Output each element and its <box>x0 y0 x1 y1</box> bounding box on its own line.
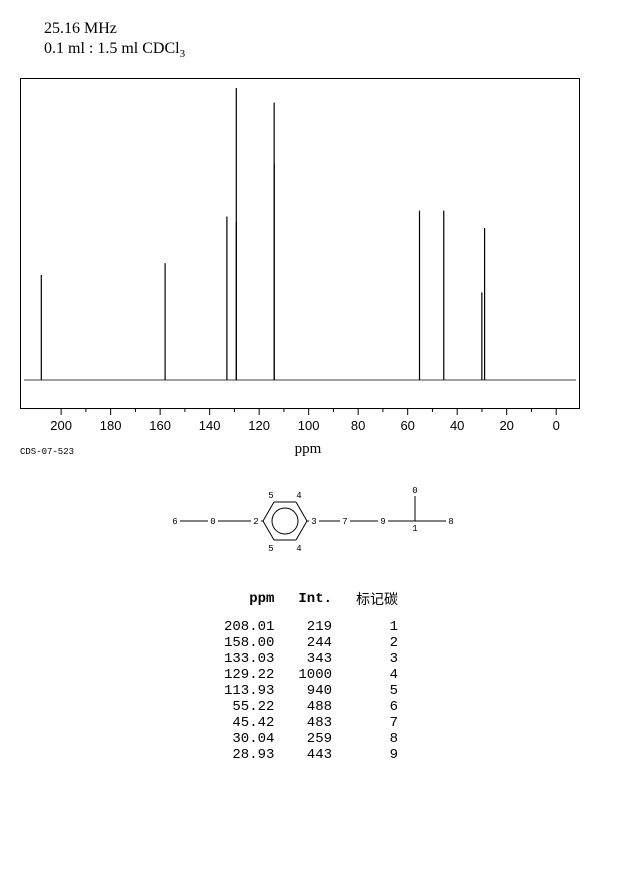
svg-text:9: 9 <box>380 517 385 527</box>
table-cell: 343 <box>286 651 344 667</box>
table-cell: 1000 <box>286 667 344 683</box>
table-cell: 8 <box>344 731 410 747</box>
solvent-prefix: 0.1 ml : 1.5 ml CDCl <box>44 40 180 57</box>
table-cell: 483 <box>286 715 344 731</box>
svg-text:120: 120 <box>248 418 270 433</box>
table-header: 标记碳 <box>344 587 410 619</box>
table-cell: 55.22 <box>212 699 286 715</box>
svg-text:5: 5 <box>268 544 273 554</box>
spectrum-svg: 200180160140120100806040200 <box>20 70 580 436</box>
table-cell: 244 <box>286 635 344 651</box>
table-body: 208.012191158.002442133.033433129.221000… <box>212 619 410 763</box>
table-cell: 259 <box>286 731 344 747</box>
table-cell: 2 <box>344 635 410 651</box>
table-cell: 208.01 <box>212 619 286 635</box>
table-cell: 9 <box>344 747 410 763</box>
peak-table: ppmInt.标记碳 208.012191158.002442133.03343… <box>212 587 410 763</box>
spectrum-chart: 200180160140120100806040200 <box>20 70 602 441</box>
svg-text:5: 5 <box>268 491 273 501</box>
svg-text:0: 0 <box>412 486 417 496</box>
svg-text:2: 2 <box>253 517 258 527</box>
solvent-text: 0.1 ml : 1.5 ml CDCl3 <box>44 40 602 60</box>
table-header: Int. <box>286 587 344 619</box>
table-cell: 133.03 <box>212 651 286 667</box>
frequency-text: 25.16 MHz <box>44 20 602 38</box>
svg-text:20: 20 <box>499 418 513 433</box>
structure-svg: 6 0 2 5 4 3 4 5 7 9 1 0 8 <box>161 478 461 564</box>
table-cell: 28.93 <box>212 747 286 763</box>
svg-text:140: 140 <box>199 418 221 433</box>
table-cell: 5 <box>344 683 410 699</box>
table-header: ppm <box>212 587 286 619</box>
svg-text:4: 4 <box>296 544 301 554</box>
table-cell: 488 <box>286 699 344 715</box>
table-cell: 30.04 <box>212 731 286 747</box>
table-cell: 940 <box>286 683 344 699</box>
table-cell: 45.42 <box>212 715 286 731</box>
solvent-subscript: 3 <box>180 48 186 60</box>
table-row: 30.042598 <box>212 731 410 747</box>
svg-text:160: 160 <box>149 418 171 433</box>
table-cell: 129.22 <box>212 667 286 683</box>
table-row: 55.224886 <box>212 699 410 715</box>
svg-text:100: 100 <box>298 418 320 433</box>
table-row: 133.033433 <box>212 651 410 667</box>
svg-text:80: 80 <box>351 418 365 433</box>
table-row: 45.424837 <box>212 715 410 731</box>
peak-table-wrap: ppmInt.标记碳 208.012191158.002442133.03343… <box>20 587 602 763</box>
table-cell: 7 <box>344 715 410 731</box>
table-header-row: ppmInt.标记碳 <box>212 587 410 619</box>
svg-text:0: 0 <box>210 517 215 527</box>
table-row: 208.012191 <box>212 619 410 635</box>
table-cell: 113.93 <box>212 683 286 699</box>
svg-text:3: 3 <box>311 517 316 527</box>
table-row: 113.939405 <box>212 683 410 699</box>
table-row: 158.002442 <box>212 635 410 651</box>
svg-text:180: 180 <box>100 418 122 433</box>
molecule-structure: 6 0 2 5 4 3 4 5 7 9 1 0 8 <box>20 478 602 569</box>
svg-text:1: 1 <box>412 524 417 534</box>
table-cell: 3 <box>344 651 410 667</box>
table-row: 129.2210004 <box>212 667 410 683</box>
svg-text:6: 6 <box>172 517 177 527</box>
table-cell: 4 <box>344 667 410 683</box>
svg-text:7: 7 <box>342 517 347 527</box>
x-axis-label: ppm <box>14 441 602 458</box>
svg-text:40: 40 <box>450 418 464 433</box>
svg-text:0: 0 <box>553 418 560 433</box>
table-cell: 1 <box>344 619 410 635</box>
table-cell: 443 <box>286 747 344 763</box>
svg-text:60: 60 <box>400 418 414 433</box>
svg-text:4: 4 <box>296 491 301 501</box>
svg-text:8: 8 <box>448 517 453 527</box>
table-cell: 158.00 <box>212 635 286 651</box>
table-cell: 6 <box>344 699 410 715</box>
svg-text:200: 200 <box>50 418 72 433</box>
table-row: 28.934439 <box>212 747 410 763</box>
table-cell: 219 <box>286 619 344 635</box>
